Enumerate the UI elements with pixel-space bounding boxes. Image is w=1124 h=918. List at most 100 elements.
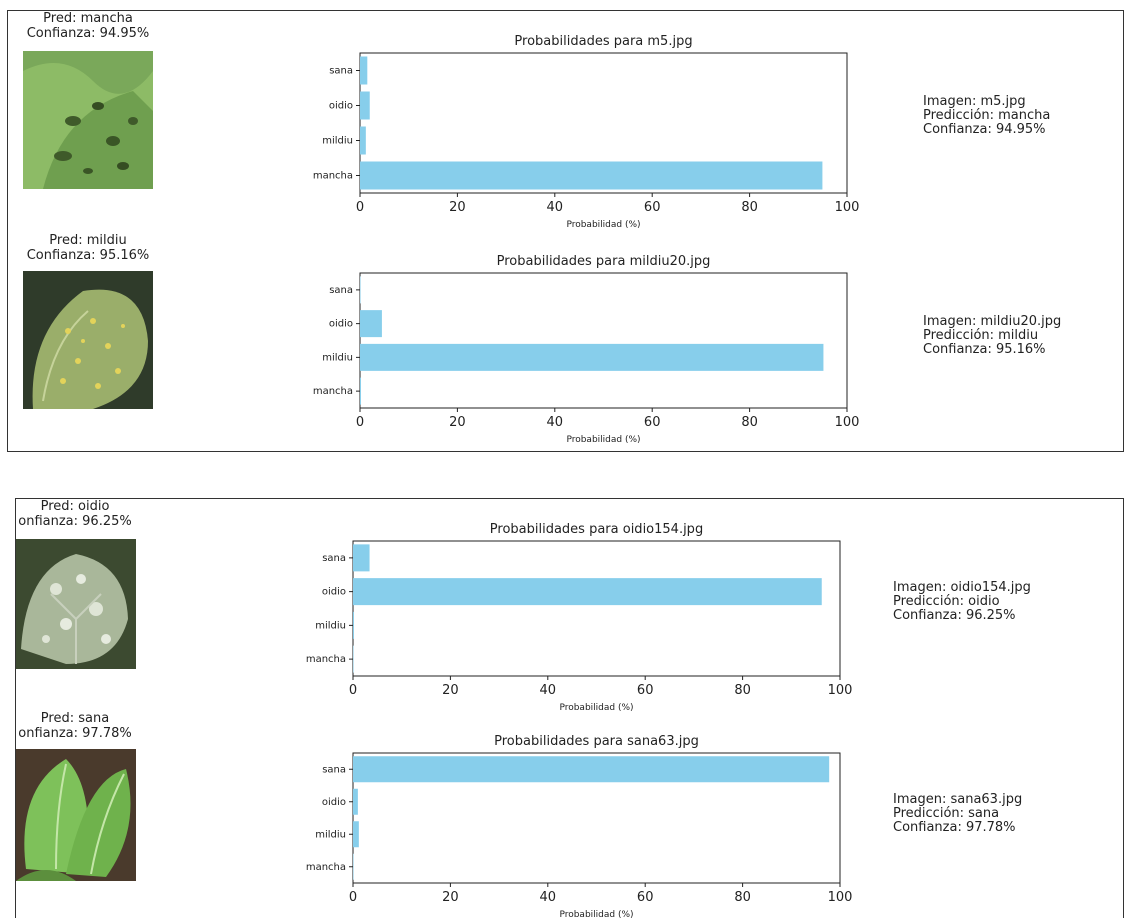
probability-chart: Probabilidades para oidio154.jpg sana oidi… <box>306 522 853 713</box>
confidence-label: Confianza: 94.95% <box>26 26 150 41</box>
info-confidence-line: Confianza: 95.16% <box>923 342 1046 357</box>
prediction-title: Pred: mancha Confianza: 94.95% <box>8 11 168 41</box>
info-box: Imagen: mildiu20.jpg Predicción: mildiu … <box>923 315 1061 357</box>
info-box: Imagen: m5.jpg Predicción: mancha Confia… <box>923 95 1050 137</box>
chart-title: Probabilidades para sana63.jpg <box>494 734 699 749</box>
bar-oidio <box>360 310 382 338</box>
prediction-label: Pred: sana <box>40 711 110 726</box>
results-panel-bottom: Pred: oidio onfianza: 96.25% Probabilida… <box>15 498 1124 918</box>
y-tick-label: mildiu <box>315 620 346 631</box>
y-tick-label: oidio <box>329 319 353 330</box>
bar-sana <box>353 756 830 783</box>
x-tick-label: 40 <box>547 200 564 215</box>
bar-mancha <box>360 161 823 190</box>
x-tick-label: 20 <box>449 200 466 215</box>
y-tick-label: oidio <box>322 587 346 598</box>
x-tick-label: 100 <box>835 415 860 430</box>
prediction-title: Pred: sana onfianza: 97.78% <box>16 711 140 741</box>
bar-oidio <box>360 91 370 120</box>
x-tick-label: 0 <box>349 683 357 698</box>
confidence-label: onfianza: 97.78% <box>18 726 132 741</box>
x-axis-label: Probabilidad (%) <box>559 703 633 713</box>
x-tick-label: 0 <box>349 890 357 905</box>
plot-frame <box>359 272 848 409</box>
confidence-label: onfianza: 96.25% <box>18 514 132 529</box>
chart-title: Probabilidades para mildiu20.jpg <box>497 254 711 269</box>
info-prediction-line: Predicción: sana <box>893 806 1000 821</box>
info-box: Imagen: oidio154.jpg Predicción: oidio C… <box>893 581 1031 623</box>
plot-frame <box>359 52 848 194</box>
x-tick-label: 40 <box>540 890 557 905</box>
info-confidence-line: Confianza: 96.25% <box>893 608 1016 623</box>
y-tick-label: sana <box>322 764 346 775</box>
x-tick-label: 80 <box>741 415 758 430</box>
prediction-title: Pred: oidio onfianza: 96.25% <box>16 499 140 529</box>
x-tick-label: 60 <box>644 415 661 430</box>
x-tick-label: 20 <box>442 683 459 698</box>
info-image-line: Imagen: m5.jpg <box>923 94 1026 109</box>
x-tick-label: 80 <box>741 200 758 215</box>
info-box: Imagen: sana63.jpg Predicción: sana Conf… <box>893 793 1022 835</box>
bar-mildiu <box>360 126 366 155</box>
prediction-title: Pred: mildiu Confianza: 95.16% <box>8 233 168 263</box>
prediction-label: Pred: oidio <box>40 499 110 514</box>
leaf-spots-icon <box>23 51 153 189</box>
info-confidence-line: Confianza: 97.78% <box>893 820 1016 835</box>
y-tick-label: mancha <box>313 386 353 397</box>
info-image-line: Imagen: oidio154.jpg <box>893 580 1031 595</box>
plot-frame <box>352 540 841 677</box>
x-tick-label: 20 <box>442 890 459 905</box>
bar-mancha <box>360 377 361 405</box>
x-tick-label: 80 <box>734 683 751 698</box>
info-image-line: Imagen: sana63.jpg <box>893 792 1023 807</box>
y-tick-label: mildiu <box>315 829 346 840</box>
y-tick-label: mancha <box>306 862 346 873</box>
plot-frame <box>352 752 841 884</box>
probability-chart: Probabilidades para m5.jpg sana oidio mildi… <box>313 34 860 230</box>
info-prediction-line: Predicción: mildiu <box>923 328 1039 343</box>
results-panel-top: Pred: mancha Confianza: 94.95% Probabili… <box>7 10 1124 452</box>
y-tick-label: sana <box>322 553 346 564</box>
x-tick-label: 20 <box>449 415 466 430</box>
y-tick-label: sana <box>329 66 353 77</box>
x-tick-label: 40 <box>547 415 564 430</box>
info-confidence-line: Confianza: 94.95% <box>923 122 1046 137</box>
leaf-healthy-icon <box>16 749 136 881</box>
bar-mildiu <box>353 821 359 848</box>
bar-sana <box>360 56 368 85</box>
y-tick-label: sana <box>329 285 353 296</box>
y-tick-label: mancha <box>306 654 346 665</box>
y-tick-label: oidio <box>322 797 346 808</box>
prediction-label: Pred: mancha <box>43 11 133 26</box>
y-tick-label: mildiu <box>322 352 353 363</box>
bar-mildiu <box>353 611 354 639</box>
x-tick-label: 80 <box>734 890 751 905</box>
x-tick-label: 0 <box>356 200 364 215</box>
y-tick-label: mancha <box>313 171 353 182</box>
y-tick-label: oidio <box>329 101 353 112</box>
prediction-label: Pred: mildiu <box>49 233 127 248</box>
bar-oidio <box>353 788 358 815</box>
x-tick-label: 60 <box>644 200 661 215</box>
confidence-label: Confianza: 95.16% <box>26 248 150 263</box>
bar-mildiu <box>360 343 824 371</box>
x-tick-label: 60 <box>637 683 654 698</box>
x-axis-label: Probabilidad (%) <box>566 435 640 445</box>
x-tick-label: 0 <box>356 415 364 430</box>
x-tick-label: 40 <box>540 683 557 698</box>
x-tick-label: 100 <box>828 890 853 905</box>
x-tick-label: 60 <box>637 890 654 905</box>
chart-title: Probabilidades para m5.jpg <box>514 34 692 49</box>
leaf-powdery-icon <box>16 539 136 669</box>
chart-title: Probabilidades para oidio154.jpg <box>490 522 703 537</box>
x-tick-label: 100 <box>828 683 853 698</box>
x-axis-label: Probabilidad (%) <box>566 220 640 230</box>
info-prediction-line: Predicción: oidio <box>893 594 1000 609</box>
bar-sana <box>353 544 370 572</box>
info-image-line: Imagen: mildiu20.jpg <box>923 314 1062 329</box>
probability-chart: Probabilidades para mildiu20.jpg sana oidi… <box>313 254 860 445</box>
x-axis-label: Probabilidad (%) <box>559 910 633 918</box>
x-tick-label: 100 <box>835 200 860 215</box>
probability-chart: Probabilidades para sana63.jpg sana oidio m… <box>306 734 853 918</box>
info-prediction-line: Predicción: mancha <box>923 108 1051 123</box>
